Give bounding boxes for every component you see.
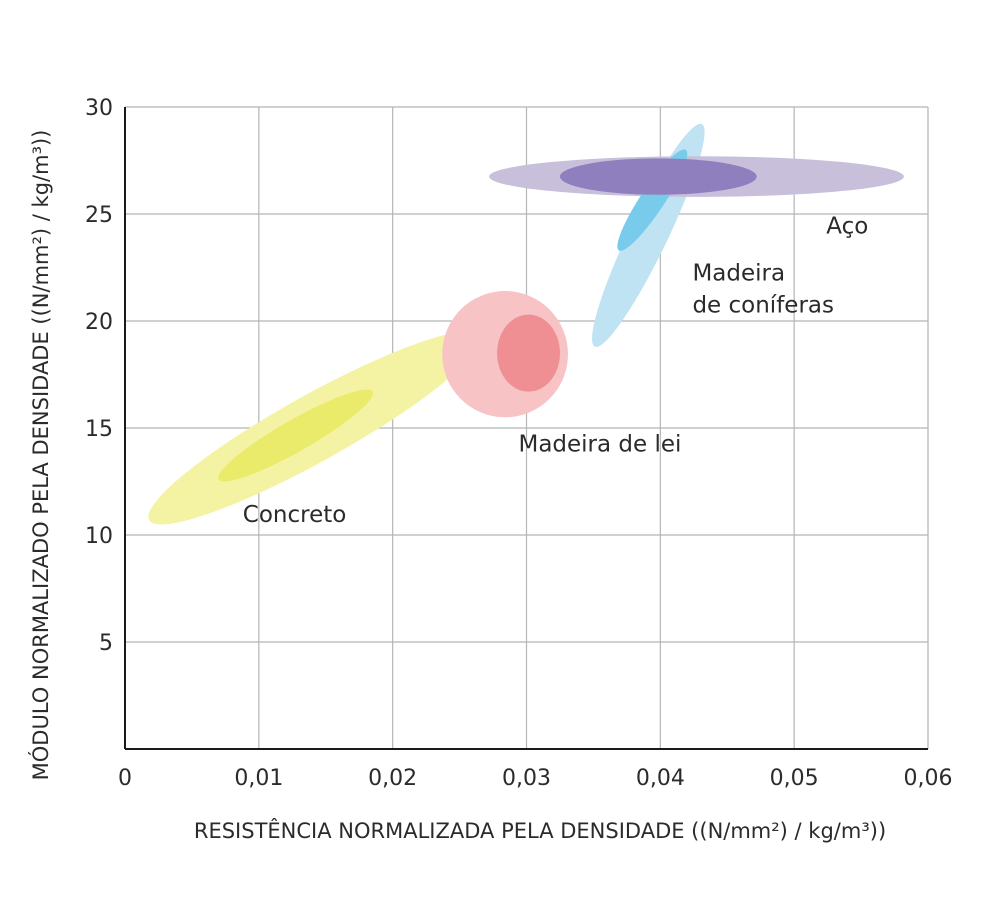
region-aco-inner — [559, 158, 757, 195]
y-tick-label: 10 — [85, 524, 113, 549]
x-tick-label: 0,03 — [502, 766, 551, 791]
axes — [124, 107, 928, 750]
y-axis-title: MÓDULO NORMALIZADO PELA DENSIDADE ((N/mm… — [28, 130, 53, 781]
x-tick-label: 0 — [118, 766, 132, 791]
region-madeira-de-coniferas-outer — [592, 123, 705, 347]
y-tick-label: 20 — [85, 310, 113, 335]
x-tick-label: 0,04 — [636, 766, 685, 791]
region-label-madeira-de-coniferas: Madeira — [692, 260, 785, 286]
region-label-concreto: Concreto — [243, 502, 347, 528]
region-concreto-inner — [218, 389, 373, 482]
x-tick-label: 0,01 — [234, 766, 283, 791]
y-tick-label: 30 — [85, 96, 113, 121]
region-labels: Concreto Madeira de lei Madeira de conífera… — [243, 213, 869, 528]
x-axis-title: RESISTÊNCIA NORMALIZADA PELA DENSIDADE (… — [194, 818, 886, 843]
tick-labels: 0 0,01 0,02 0,03 0,04 0,05 0,06 5 10 15 20 25 30 — [85, 96, 952, 791]
region-label-madeira-de-lei: Madeira de lei — [518, 432, 681, 458]
y-tick-label: 5 — [99, 631, 113, 656]
x-tick-label: 0,06 — [904, 766, 953, 791]
x-tick-label: 0,05 — [770, 766, 819, 791]
region-label-madeira-de-coniferas: de coníferas — [692, 292, 834, 318]
y-tick-label: 25 — [85, 203, 113, 228]
x-tick-label: 0,02 — [368, 766, 417, 791]
y-tick-label: 15 — [85, 417, 113, 442]
region-label-aco: Aço — [826, 213, 868, 239]
regions — [148, 123, 904, 525]
grid — [125, 106, 929, 749]
region-madeira-de-lei-inner — [497, 314, 560, 392]
